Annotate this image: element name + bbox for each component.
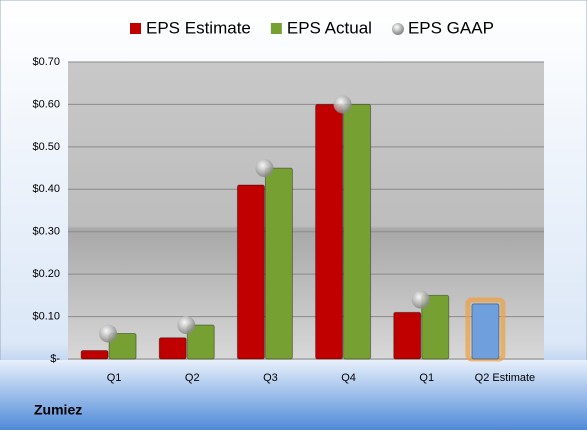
x-tick-label: Q1 [107, 372, 122, 384]
y-tick-label: $- [50, 353, 60, 365]
bar [80, 350, 109, 360]
y-tick-label: $0.10 [32, 310, 60, 322]
bar [393, 311, 422, 360]
legend-label: EPS Estimate [146, 18, 251, 37]
plot-area [68, 62, 544, 360]
bar [264, 167, 293, 360]
bar [158, 337, 187, 360]
bar [421, 294, 450, 360]
footer-band [0, 360, 587, 430]
gaap-marker [333, 95, 352, 114]
bar [108, 333, 137, 360]
x-tick-label: Q2 Estimate [475, 372, 536, 384]
legend-label: EPS GAAP [408, 18, 494, 37]
legend-marker [130, 23, 141, 34]
gaap-marker [411, 290, 430, 309]
gaap-marker [99, 324, 118, 343]
legend-marker [270, 23, 282, 34]
bar [471, 303, 500, 360]
x-tick-label: Q4 [341, 372, 356, 384]
bar [236, 184, 265, 360]
legend-marker [391, 23, 404, 35]
bar [315, 103, 344, 360]
y-tick-label: $0.50 [32, 141, 60, 153]
y-tick-label: $0.20 [32, 268, 60, 280]
y-tick-label: $0.70 [32, 56, 60, 68]
y-tick-label: $0.30 [32, 226, 60, 238]
y-tick-label: $0.60 [32, 98, 60, 110]
gaap-marker [255, 159, 274, 178]
bar [343, 103, 372, 360]
caption: Zumiez [34, 402, 82, 418]
gaap-marker [177, 316, 196, 335]
y-tick-label: $0.40 [32, 183, 60, 195]
bar [186, 324, 215, 360]
x-tick-label: Q3 [263, 372, 278, 384]
x-tick-label: Q2 [185, 372, 200, 384]
x-tick-label: Q1 [419, 372, 434, 384]
legend-label: EPS Actual [287, 18, 372, 37]
